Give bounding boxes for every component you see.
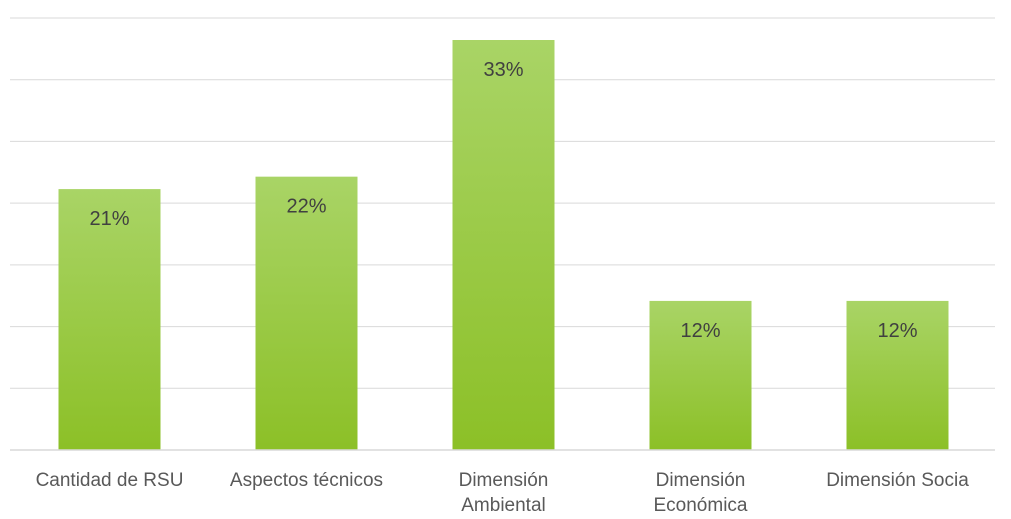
bars [58, 40, 949, 450]
x-tick-label-line: Ambiental [461, 495, 546, 514]
x-tick-label-line: Dimensión Socia [826, 470, 969, 491]
x-tick-label-line: Cantidad de RSU [36, 470, 184, 491]
data-label: 12% [680, 320, 720, 342]
bar [255, 176, 358, 450]
x-tick-label: Dimensión Económica [654, 470, 748, 514]
x-tick-label-line: Dimensión [656, 470, 746, 491]
bar [58, 189, 161, 450]
x-tick-label: Aspectos técnicos [230, 470, 383, 491]
bar [649, 300, 752, 450]
x-tick-label: Dimensión Ambiental [459, 470, 549, 514]
data-label: 33% [483, 59, 523, 81]
x-tick-labels: Cantidad de RSU Aspectos técnicos Dimensió… [36, 470, 970, 516]
data-label: 22% [286, 196, 326, 218]
data-labels: 21% 22% 33% 12% 12% [89, 59, 917, 342]
x-tick-label-line: Dimensión [459, 470, 549, 491]
x-tick-label: Dimensión Socia [826, 470, 969, 491]
bar [452, 40, 555, 450]
x-tick-label-line: Económica [654, 495, 748, 514]
data-label: 12% [877, 320, 917, 342]
bar [846, 300, 949, 450]
x-tick-label-line: Aspectos técnicos [230, 470, 383, 491]
data-label: 21% [89, 208, 129, 230]
x-tick-label: Cantidad de RSU [36, 470, 184, 491]
